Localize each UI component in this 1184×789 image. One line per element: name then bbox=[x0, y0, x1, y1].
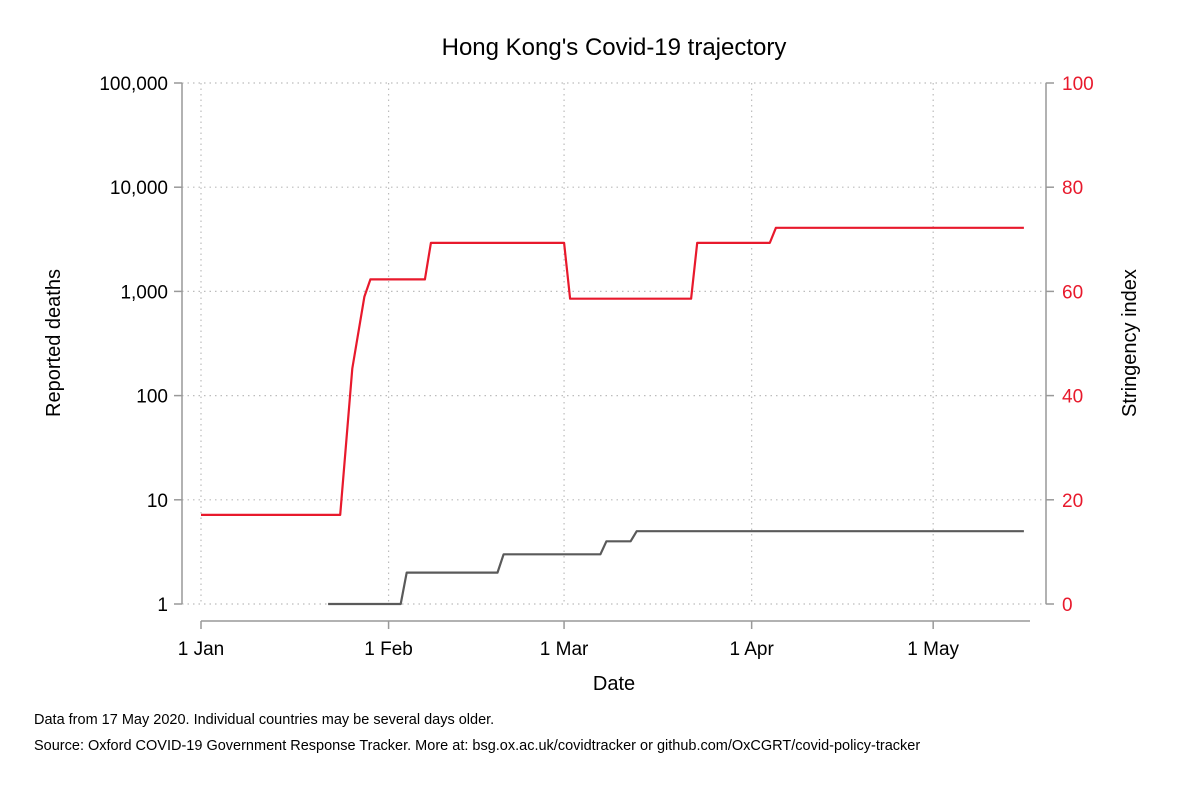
y-right-tick-label: 0 bbox=[1062, 595, 1073, 616]
y-left-axis-label: Reported deaths bbox=[43, 269, 65, 417]
y-right-tick-label: 80 bbox=[1062, 178, 1083, 199]
x-tick-label: 1 Apr bbox=[729, 639, 774, 660]
grid bbox=[182, 82, 1046, 605]
x-tick-label: 1 May bbox=[907, 639, 959, 660]
y-left-tick-label: 100 bbox=[136, 387, 168, 408]
y-left-tick-label: 1,000 bbox=[120, 282, 168, 303]
source-note: Source: Oxford COVID-19 Government Respo… bbox=[34, 738, 921, 754]
x-tick-label: 1 Jan bbox=[178, 639, 224, 660]
y-left-tick-label: 10 bbox=[147, 491, 168, 512]
stringency-index-line bbox=[201, 226, 1024, 516]
y-right-tick-label: 60 bbox=[1062, 282, 1083, 303]
series-layer bbox=[201, 226, 1024, 606]
y-left-tick-label: 1 bbox=[157, 595, 168, 616]
reported-deaths-line bbox=[328, 530, 1024, 606]
x-tick-label: 1 Feb bbox=[364, 639, 413, 660]
data-date-note: Data from 17 May 2020. Individual countr… bbox=[34, 712, 495, 728]
y-right-tick-label: 20 bbox=[1062, 491, 1083, 512]
x-axis-label: Date bbox=[593, 673, 635, 695]
chart: Hong Kong's Covid-19 trajectory 1 10 100 1,… bbox=[43, 34, 1141, 695]
y-right-tick-label: 100 bbox=[1062, 74, 1094, 95]
y-left-tick-label: 100,000 bbox=[99, 74, 168, 95]
chart-title: Hong Kong's Covid-19 trajectory bbox=[442, 34, 787, 61]
x-tick-label: 1 Mar bbox=[540, 639, 589, 660]
y-left-tick-label: 10,000 bbox=[110, 178, 168, 199]
y-right-tick-label: 40 bbox=[1062, 387, 1083, 408]
y-right-axis-label: Stringency index bbox=[1119, 269, 1141, 417]
axes: 1 10 100 1,000 10,000 100,000 0 20 40 60 80 100 1 Ja… bbox=[99, 74, 1093, 660]
